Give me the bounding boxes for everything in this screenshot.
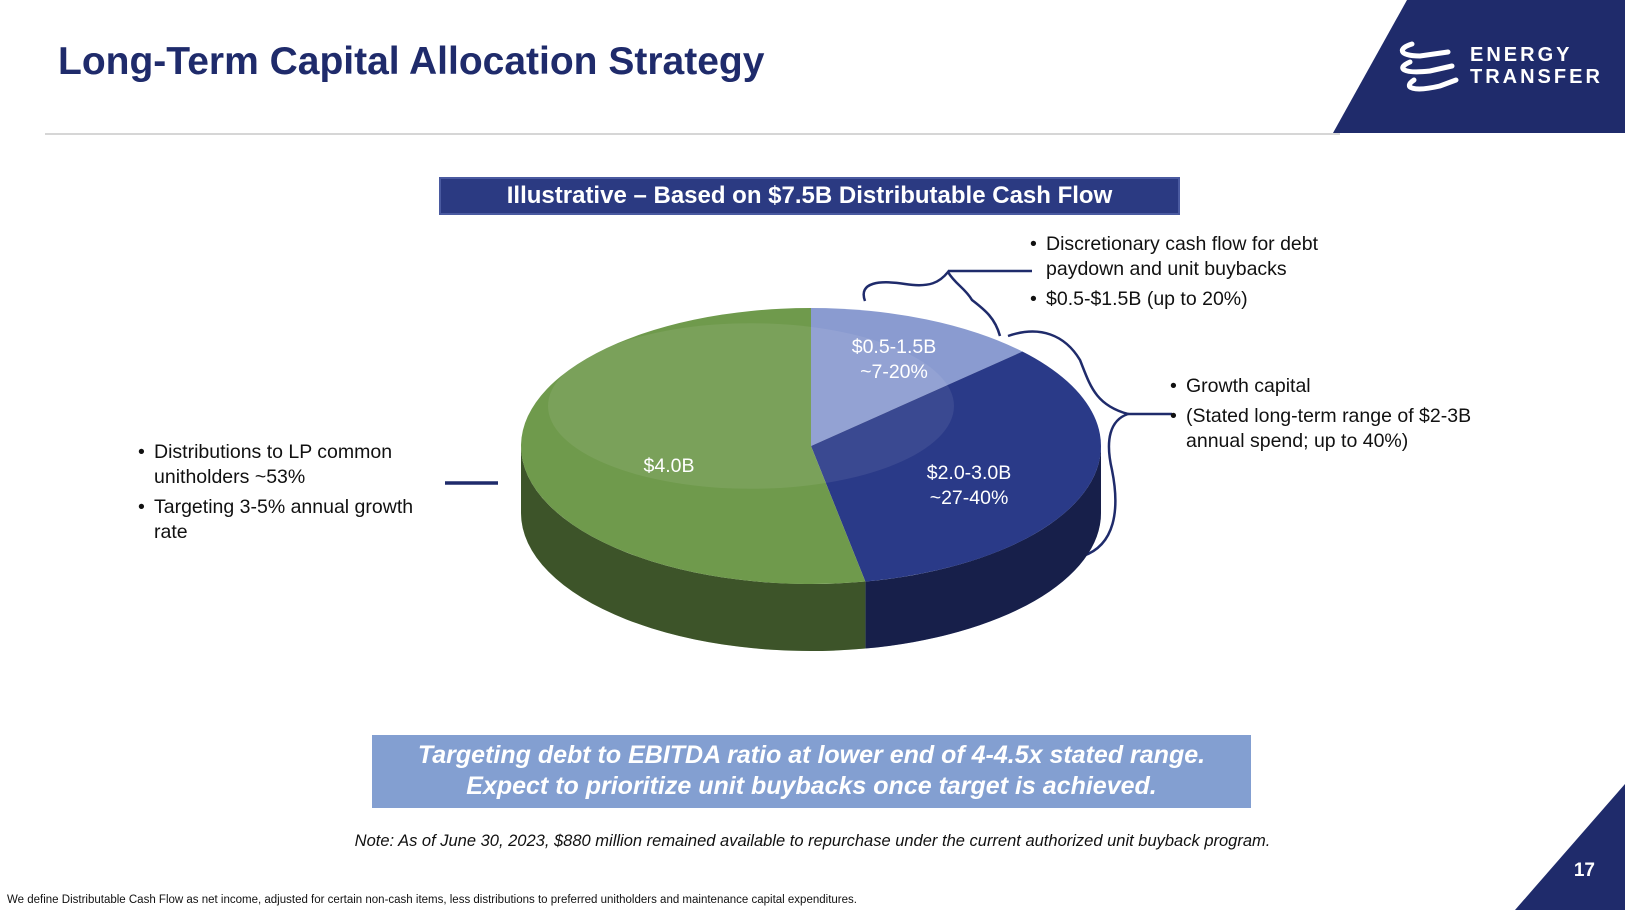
- corner-triangle: [1515, 784, 1625, 910]
- callout-line: Targeting debt to EBITDA ratio at lower …: [417, 741, 1206, 769]
- braces: [445, 269, 1172, 558]
- annotation: Distributions to LP common unitholders ~…: [138, 440, 438, 550]
- logo-text: ENERGY TRANSFER: [1470, 44, 1603, 88]
- pie-slice: [521, 308, 866, 584]
- pie-side: [865, 446, 1101, 649]
- annotation: Discretionary cash flow for debt paydown…: [1030, 232, 1340, 317]
- pie-sheen: [548, 323, 954, 489]
- bullet: (Stated long-term range of $2-3B annual …: [1170, 404, 1500, 454]
- slice-label: $2.0-3.0B: [927, 462, 1012, 484]
- slice-label: $0.5-1.5B: [852, 336, 937, 358]
- brace-top: [862, 269, 1002, 337]
- logo-line: ENERGY: [1470, 44, 1573, 66]
- pie-side: [521, 446, 866, 651]
- chart-title: Illustrative – Based on $7.5B Distributa…: [439, 177, 1180, 215]
- logo-panel: [1333, 0, 1625, 133]
- slide-title: Long-Term Capital Allocation Strategy: [58, 40, 765, 83]
- bullet: Discretionary cash flow for debt paydown…: [1030, 232, 1340, 282]
- bullet: Growth capital: [1170, 374, 1500, 399]
- pie-chart: $0.5-1.5B ~7-20% $2.0-3.0B ~27-40% $4.0B: [521, 308, 1101, 651]
- pie-slice: [811, 351, 1101, 582]
- callout-line: Expect to prioritize unit buybacks once …: [466, 772, 1157, 800]
- slice-label: $4.0B: [644, 455, 695, 477]
- bullet: Distributions to LP common unitholders ~…: [138, 440, 438, 490]
- pie-side-shade: [865, 446, 1101, 649]
- bullet: $0.5-$1.5B (up to 20%): [1030, 287, 1340, 312]
- callout: Targeting debt to EBITDA ratio at lower …: [372, 735, 1251, 808]
- annotation: Growth capital (Stated long-term range o…: [1170, 374, 1500, 459]
- logo-icon: [1400, 41, 1459, 92]
- bullet: Targeting 3-5% annual growth rate: [138, 495, 438, 545]
- page-number: 17: [1573, 860, 1595, 881]
- pie-side-shade: [521, 446, 866, 651]
- note: Note: As of June 30, 2023, $880 million …: [354, 832, 1271, 850]
- pie-slice: [811, 308, 1023, 446]
- footnote: We define Distributable Cash Flow as net…: [7, 894, 857, 906]
- slice-label: ~7-20%: [860, 361, 928, 383]
- logo-line: TRANSFER: [1470, 66, 1603, 88]
- slice-label: ~27-40%: [930, 487, 1009, 509]
